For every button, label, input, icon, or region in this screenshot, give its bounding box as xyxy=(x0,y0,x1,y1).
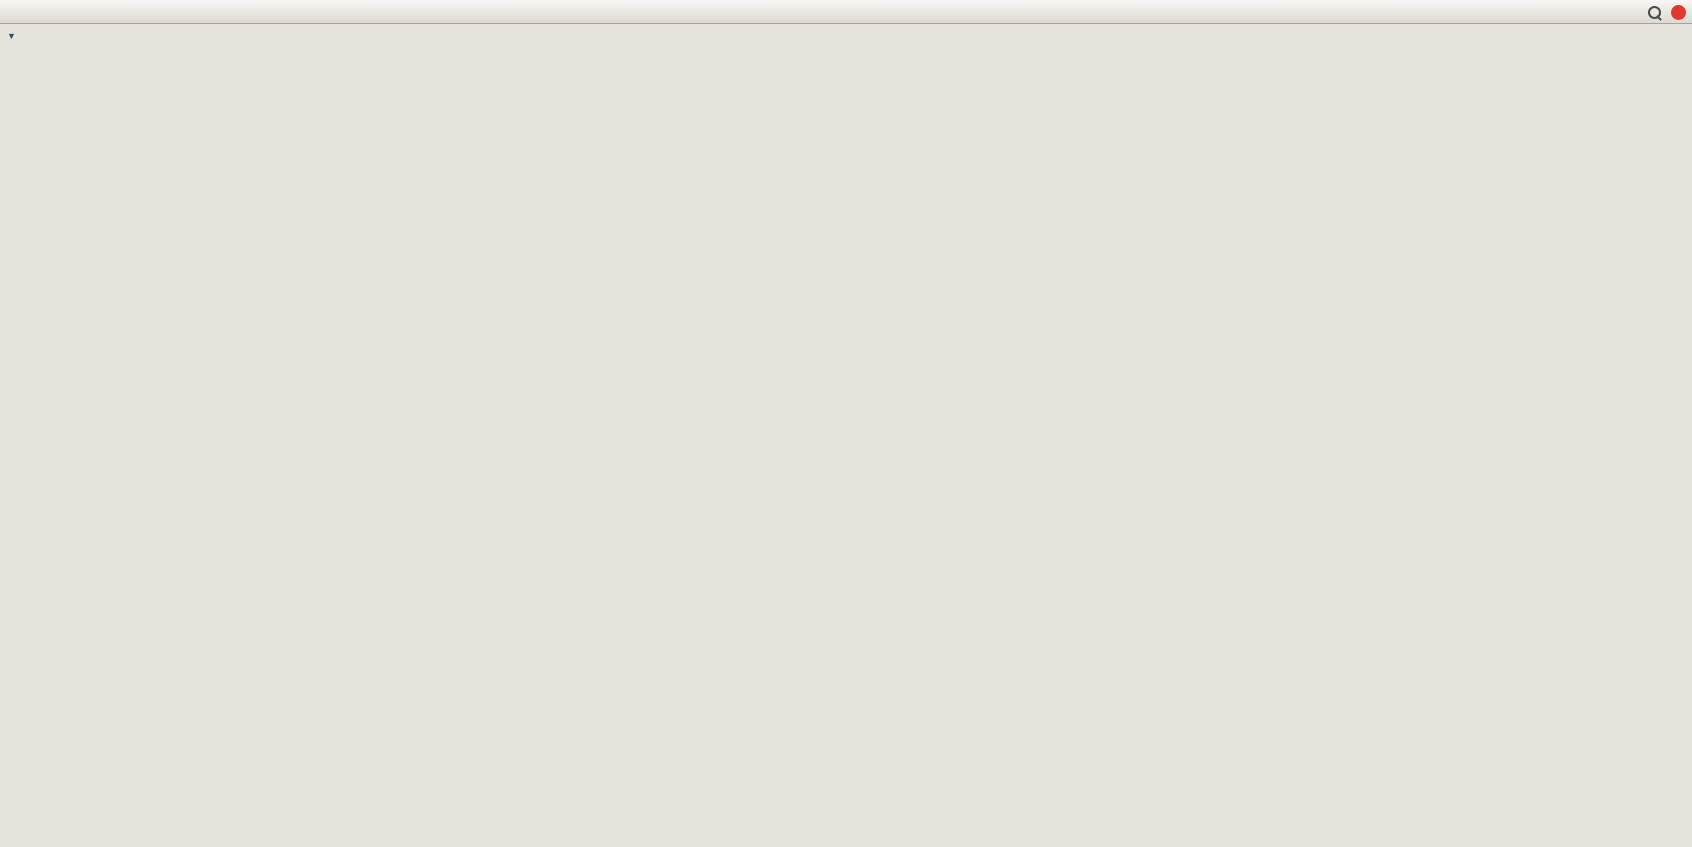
rsi-panel[interactable] xyxy=(2,668,1584,759)
macd-panel[interactable] xyxy=(2,557,1584,664)
toolbar xyxy=(0,0,1692,24)
time-axis[interactable] xyxy=(2,760,1584,780)
notification-badge[interactable] xyxy=(1671,4,1686,20)
price-axis[interactable] xyxy=(1584,28,1690,760)
toolbar-right-cluster xyxy=(1648,0,1686,24)
chart-dropdown-icon[interactable]: ▼ xyxy=(7,31,16,41)
search-icon[interactable] xyxy=(1648,5,1661,19)
rsi-header xyxy=(6,671,12,683)
chart-symbol-header: ▼ xyxy=(7,30,47,42)
macd-header xyxy=(6,559,18,571)
main-chart-panel[interactable] xyxy=(2,28,1584,553)
